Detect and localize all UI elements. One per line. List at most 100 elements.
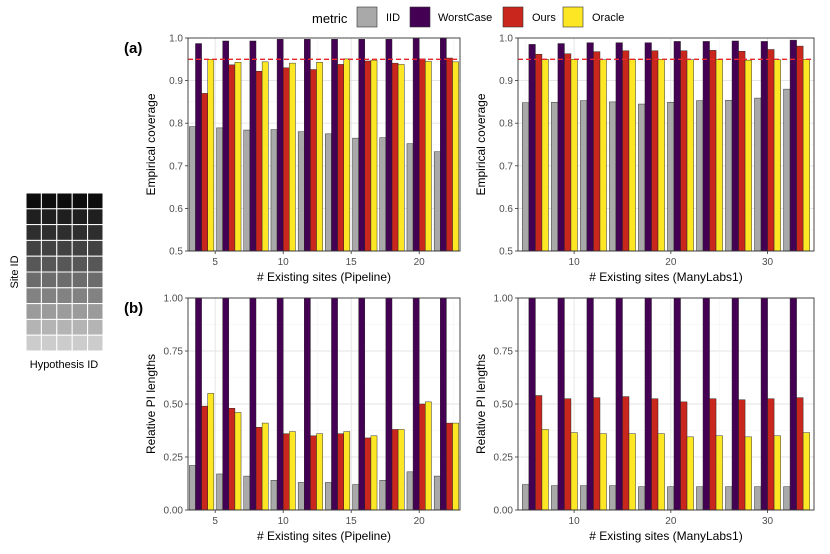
x-tick-label: 5	[212, 516, 218, 527]
heatmap-cell	[40, 239, 58, 257]
bar-worstcase	[385, 297, 393, 511]
chart-coverage-manylabs: 0.5 0.6 0.7 0.8 0.9 1.0 10 20 30 # Existing sites…	[474, 34, 815, 284]
bar-iid	[783, 486, 791, 511]
y-axis-title: Relative PI lengths	[144, 354, 158, 454]
bar-iid	[270, 480, 278, 511]
bar-iid	[325, 482, 332, 511]
bar-worstcase	[222, 40, 230, 252]
legend-item-worstcase: WorstCase	[409, 6, 492, 28]
bar-iid	[379, 480, 387, 511]
heatmap-cell	[71, 318, 89, 336]
bar-ours	[391, 429, 399, 511]
y-tick-label: 0.50	[494, 400, 514, 411]
bar-oracle	[425, 401, 432, 511]
panel-border	[187, 37, 461, 252]
bar-oracle	[234, 62, 242, 252]
legend: metric IID WorstCase Ours Oracle	[312, 6, 624, 28]
heatmap-cell	[87, 255, 104, 273]
bar-ours	[201, 93, 208, 252]
y-tick-label: 0.75	[164, 347, 184, 358]
bar-iid	[696, 486, 704, 511]
bar-worstcase	[557, 43, 565, 252]
bar-iid	[433, 475, 441, 511]
bar-worstcase	[440, 37, 447, 252]
heatmap-cell	[40, 255, 58, 273]
chart-pi-length-manylabs: 0.00 0.25 0.50 0.75 1.00 10 20 30 # Existing sit…	[474, 294, 815, 543]
y-tick-label: 0.25	[164, 453, 184, 464]
bar-oracle	[425, 61, 432, 252]
y-tick-label: 0.7	[169, 161, 183, 172]
heatmap-cell	[25, 192, 42, 210]
bar-worstcase	[789, 297, 797, 511]
heatmap-cell	[25, 303, 42, 320]
bar-iid	[270, 129, 278, 252]
x-tick-label: 5	[212, 257, 218, 268]
bar-iid	[783, 88, 791, 252]
heatmap-cell	[87, 224, 104, 241]
y-tick-label: 0.50	[164, 400, 184, 411]
bar-iid	[352, 484, 359, 511]
bar-iid	[667, 486, 675, 511]
bar-ours	[680, 401, 688, 511]
legend-key-worstcase	[409, 6, 431, 28]
site-hypothesis-heatmap	[25, 192, 104, 352]
bar-oracle	[452, 422, 459, 511]
bar-worstcase	[331, 297, 338, 511]
bar-ours	[310, 435, 317, 511]
bar-iid	[216, 473, 223, 511]
legend-key-iid	[356, 6, 378, 28]
y-tick-label: 0.5	[499, 247, 513, 258]
bar-ours	[418, 58, 426, 252]
bar-worstcase	[412, 297, 420, 511]
bar-iid	[522, 102, 530, 252]
heatmap-cell	[71, 255, 89, 273]
y-tick-label: 0.6	[169, 204, 183, 215]
heatmap-cell	[87, 303, 104, 320]
bar-oracle	[343, 58, 351, 252]
x-axis-title: # Existing sites (Pipeline)	[257, 529, 391, 543]
heatmap-cell	[56, 271, 73, 289]
legend-item-iid: IID	[356, 6, 400, 28]
bar-oracle	[316, 433, 323, 511]
chart-coverage-pipeline: 0.5 0.6 0.7 0.8 0.9 1.0 5 10 15 20 # Existing site…	[144, 34, 461, 284]
bar-iid	[638, 103, 646, 252]
bar-ours	[651, 50, 659, 252]
heatmap-cell	[40, 224, 58, 241]
chart-pi-length-pipeline: 0.00 0.25 0.50 0.75 1.00 5 10 15 20 # Existing si…	[144, 294, 461, 543]
bar-worstcase	[222, 297, 230, 511]
bar-worstcase	[249, 40, 257, 252]
bar-iid	[379, 137, 387, 252]
y-tick-label: 0.6	[499, 204, 513, 215]
bar-oracle	[599, 433, 607, 511]
x-tick-label: 30	[762, 257, 774, 268]
bar-iid	[609, 101, 617, 252]
heatmap-cell	[71, 334, 89, 352]
x-tick-label: 30	[762, 516, 774, 527]
bar-worstcase	[440, 297, 447, 511]
x-tick-label: 10	[569, 257, 581, 268]
heatmap-cell	[40, 271, 58, 289]
bar-worstcase	[304, 297, 311, 511]
x-tick-label: 20	[414, 257, 426, 268]
panel-label-b: (b)	[124, 300, 143, 317]
bar-ours	[564, 53, 572, 252]
bar-oracle	[599, 59, 607, 252]
bar-iid	[433, 151, 441, 252]
bar-ours	[593, 51, 601, 252]
bar-oracle	[343, 431, 351, 511]
bar-worstcase	[528, 44, 536, 252]
bar-oracle	[397, 64, 405, 252]
legend-item-ours: Ours	[502, 6, 556, 28]
y-tick-label: 1.0	[499, 34, 513, 45]
bar-oracle	[261, 422, 269, 511]
bar-worstcase	[760, 297, 768, 511]
bar-worstcase	[557, 297, 565, 511]
y-tick-label: 0.9	[169, 76, 183, 87]
bar-iid	[243, 475, 251, 511]
bar-ours	[767, 49, 775, 252]
bar-iid	[297, 482, 305, 511]
bar-oracle	[316, 62, 323, 252]
bar-worstcase	[673, 297, 681, 511]
bar-iid	[551, 102, 559, 252]
bar-iid	[696, 100, 704, 252]
